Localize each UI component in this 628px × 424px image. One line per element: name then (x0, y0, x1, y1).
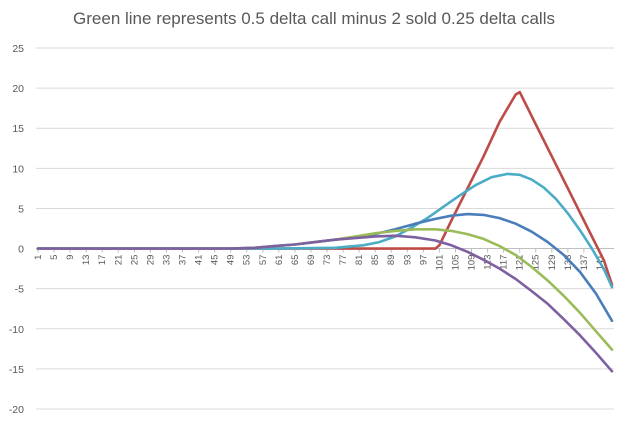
x-tick-label: 105 (450, 255, 461, 271)
x-tick-label: 109 (467, 255, 478, 271)
x-tick-label: 129 (547, 255, 558, 271)
x-tick-label: 57 (258, 255, 269, 266)
x-tick-label: 125 (531, 255, 542, 271)
x-tick-label: 77 (338, 255, 349, 266)
x-tick-label: 17 (97, 255, 108, 266)
y-tick-label: -20 (9, 404, 24, 416)
x-tick-label: 25 (129, 255, 140, 266)
y-tick-label: 10 (12, 163, 24, 175)
y-tick-label: 25 (12, 43, 24, 55)
x-tick-label: 121 (515, 255, 526, 271)
x-tick-label: 53 (242, 255, 253, 266)
x-tick-label: 45 (210, 255, 221, 266)
x-tick-label: 117 (499, 255, 510, 270)
chart-title: Green line represents 0.5 delta call min… (73, 9, 555, 28)
x-tick-label: 69 (306, 255, 317, 266)
y-tick-label: 15 (12, 123, 24, 135)
x-tick-label: 81 (354, 255, 365, 266)
x-tick-label: 101 (434, 255, 445, 271)
x-tick-label: 97 (418, 255, 429, 266)
x-tick-label: 9 (65, 255, 76, 260)
y-tick-label: -10 (9, 324, 24, 336)
x-tick-label: 37 (178, 255, 189, 266)
x-tick-label: 61 (274, 255, 285, 266)
series-line-2 (36, 172, 614, 289)
x-tick-label: 133 (563, 255, 574, 271)
x-tick-label: 65 (290, 255, 301, 266)
y-tick-label: 5 (18, 203, 24, 215)
x-tick-label: 85 (370, 255, 381, 266)
x-tick-label: 33 (161, 255, 172, 266)
series-line-5 (36, 234, 614, 373)
y-tick-label: -5 (15, 284, 24, 296)
y-tick-label: 20 (12, 83, 24, 95)
x-tick-label: 93 (402, 255, 413, 266)
x-tick-label: 137 (579, 255, 590, 271)
x-tick-label: 89 (386, 255, 397, 266)
x-tick-label: 1 (33, 255, 44, 260)
x-tick-label: 13 (81, 255, 92, 266)
x-tick-label: 29 (145, 255, 156, 266)
y-tick-label: -15 (9, 364, 24, 376)
x-tick-label: 5 (49, 255, 60, 260)
x-tick-label: 49 (226, 255, 237, 266)
y-tick-label: 0 (18, 244, 24, 256)
series-line-1 (36, 90, 614, 286)
series-line-3 (36, 212, 614, 323)
x-tick-label: 21 (113, 255, 124, 266)
x-tick-label: 73 (322, 255, 333, 266)
x-tick-label: 41 (194, 255, 205, 266)
